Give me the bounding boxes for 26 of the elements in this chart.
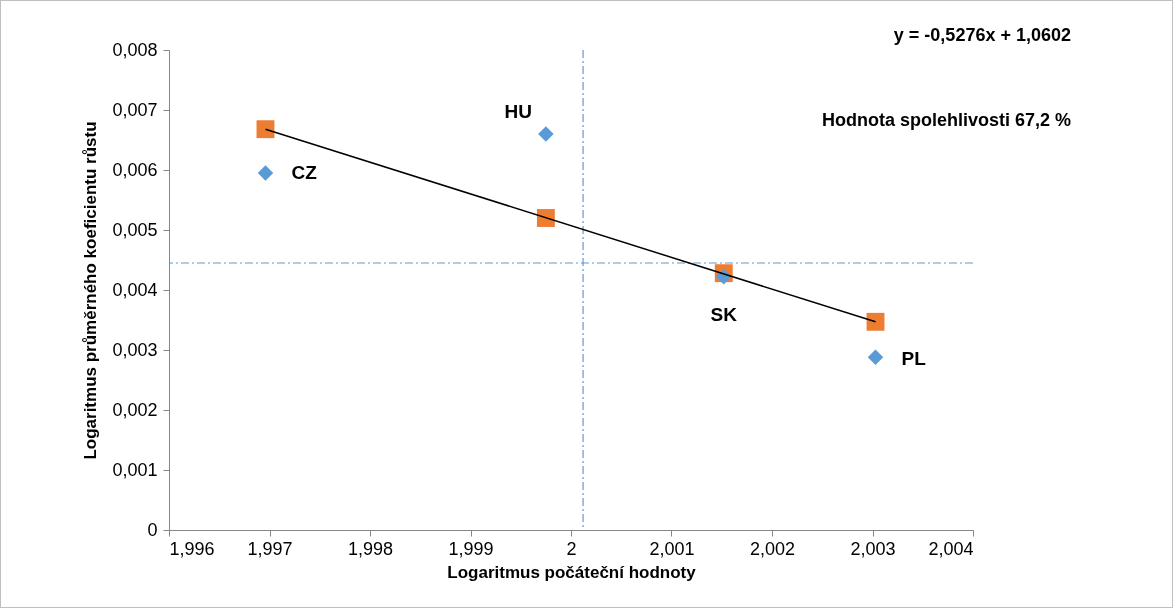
y-tick-label: 0,006 bbox=[112, 159, 158, 180]
annotation: CZ bbox=[291, 162, 318, 183]
x-tick-label: 1,999 bbox=[448, 538, 494, 559]
y-tick-label: 0 bbox=[147, 519, 158, 540]
x-tick-label: 2,001 bbox=[649, 538, 695, 559]
x-tick-label: 2 bbox=[566, 538, 577, 559]
annotation: Hodnota spolehlivosti 67,2 % bbox=[821, 110, 1071, 130]
y-tick-label: 0,007 bbox=[112, 99, 158, 120]
text: y = -0,5276x + 1,0602 bbox=[893, 25, 1071, 45]
x-tick-label: 1,998 bbox=[347, 538, 394, 559]
y-tick-label: 0,004 bbox=[112, 279, 158, 300]
x-tick-label: 1,997 bbox=[247, 538, 293, 559]
y-tick-label: 0,002 bbox=[112, 399, 158, 420]
y-tick-label: 0,003 bbox=[112, 339, 158, 360]
annotation: HU bbox=[504, 101, 532, 122]
annotation: SK bbox=[710, 303, 738, 325]
y-axis-title: Logaritmus průměrného koeficientu růstu bbox=[81, 121, 101, 460]
y-tick-label: 0,001 bbox=[112, 459, 158, 480]
annotation: PL bbox=[901, 348, 927, 370]
y-tick-label: 0,008 bbox=[112, 39, 158, 60]
y-tick-label: 0,005 bbox=[112, 219, 158, 240]
x-tick-label: 1,996 bbox=[169, 538, 215, 559]
x-tick-label: 2,003 bbox=[850, 538, 896, 559]
x-axis-title: Logaritmus počáteční hodnoty bbox=[447, 562, 697, 582]
x-tick-label: 2,002 bbox=[749, 538, 796, 559]
x-tick-label: 2,004 bbox=[928, 538, 974, 559]
